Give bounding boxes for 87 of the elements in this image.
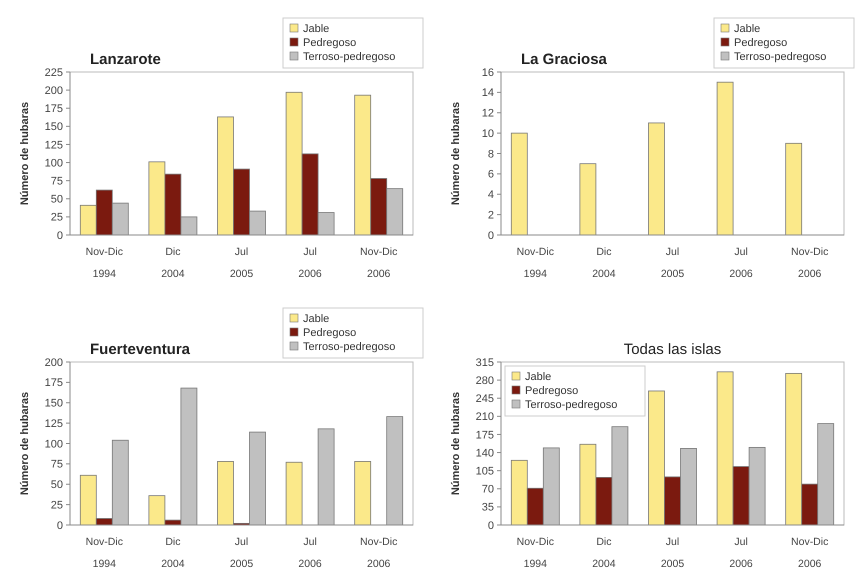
bar xyxy=(386,416,404,526)
y-tick-label: 6 xyxy=(488,168,494,181)
y-tick-label: 75 xyxy=(50,458,63,471)
y-tick-label: 16 xyxy=(482,66,494,79)
y-tick-label: 175 xyxy=(44,377,63,390)
y-axis-title: Número de hubaras xyxy=(450,392,462,496)
y-tick-label: 200 xyxy=(44,356,63,369)
legend-label: Jable xyxy=(734,22,760,35)
y-tick-label: 25 xyxy=(50,212,63,224)
x-tick-label: Nov-Dic 2006 xyxy=(360,536,398,570)
y-tick-label: 280 xyxy=(476,374,494,387)
y-tick-label: 200 xyxy=(44,84,63,97)
y-tick-label: 0 xyxy=(488,520,494,532)
x-tick-label: Nov-Dic 2006 xyxy=(791,246,828,280)
y-tick-label: 125 xyxy=(44,418,63,430)
x-tick-label: Dic 2004 xyxy=(592,536,616,570)
x-tick-label: Jul 2006 xyxy=(298,536,322,570)
x-tick-label: Jul 2006 xyxy=(298,246,322,280)
x-tick-label: Jul 2006 xyxy=(729,246,753,280)
legend-label: Pedregoso xyxy=(303,326,356,339)
y-tick-label: 0 xyxy=(488,230,494,242)
legend-label: Terroso-pedregoso xyxy=(525,398,618,411)
y-axis-title: Número de hubaras xyxy=(450,102,462,206)
x-tick-label: Dic 2004 xyxy=(161,536,185,570)
y-tick-label: 12 xyxy=(482,108,494,120)
chart-title: La Graciosa xyxy=(521,51,608,68)
y-axis-title: Número de hubaras xyxy=(19,102,31,206)
chart-title: Fuerteventura xyxy=(90,341,191,358)
bar xyxy=(785,142,802,236)
y-tick-label: 25 xyxy=(50,499,63,512)
y-tick-label: 245 xyxy=(476,393,494,406)
y-tick-label: 50 xyxy=(50,479,63,492)
y-tick-label: 0 xyxy=(56,230,63,242)
bar xyxy=(510,132,528,236)
legend-label: Jable xyxy=(525,370,552,383)
bar xyxy=(579,163,596,236)
y-tick-label: 0 xyxy=(56,520,63,532)
x-tick-label: Dic 2004 xyxy=(592,246,616,280)
y-tick-label: 100 xyxy=(44,157,63,170)
y-tick-label: 150 xyxy=(44,121,63,134)
y-tick-label: 100 xyxy=(44,438,63,450)
x-tick-label: Jul 2005 xyxy=(660,536,684,570)
legend-label: Terroso-pedregoso xyxy=(303,50,396,63)
y-axis-title: Número de hubaras xyxy=(19,392,31,496)
legend-label: Pedregoso xyxy=(734,36,788,49)
legend-label: Pedregoso xyxy=(303,36,356,49)
chart-title: Lanzarote xyxy=(90,51,161,68)
y-tick-label: 8 xyxy=(488,148,494,160)
y-tick-label: 75 xyxy=(50,176,63,188)
x-tick-label: Nov-Dic 1994 xyxy=(86,536,123,570)
y-tick-label: 2 xyxy=(488,209,494,222)
x-tick-label: Nov-Dic 2006 xyxy=(791,536,828,570)
x-tick-label: Dic 2004 xyxy=(161,246,185,280)
legend-label: Terroso-pedregoso xyxy=(734,50,826,63)
bar xyxy=(286,462,302,526)
y-tick-label: 210 xyxy=(476,411,494,424)
bar xyxy=(716,82,734,236)
y-tick-label: 35 xyxy=(482,502,494,514)
y-tick-label: 14 xyxy=(482,87,494,100)
legend-label: Jable xyxy=(303,312,330,325)
y-tick-label: 4 xyxy=(488,189,494,202)
x-tick-label: Jul 2005 xyxy=(230,246,254,280)
legend-label: Jable xyxy=(303,22,330,35)
y-tick-label: 225 xyxy=(44,66,63,79)
x-tick-label: Jul 2006 xyxy=(729,536,753,570)
y-tick-label: 150 xyxy=(44,398,63,410)
y-tick-label: 175 xyxy=(44,103,63,116)
y-tick-label: 140 xyxy=(476,447,494,460)
x-tick-label: Jul 2005 xyxy=(230,536,254,570)
y-tick-label: 70 xyxy=(482,484,494,496)
y-tick-label: 105 xyxy=(476,466,494,478)
x-tick-label: Nov-Dic 2006 xyxy=(360,246,398,280)
y-tick-label: 125 xyxy=(44,139,63,152)
y-tick-label: 175 xyxy=(476,429,494,442)
y-tick-label: 10 xyxy=(482,128,494,140)
x-tick-label: Nov-Dic 1994 xyxy=(516,536,554,570)
x-tick-label: Nov-Dic 1994 xyxy=(86,246,123,280)
legend-label: Terroso-pedregoso xyxy=(303,340,396,353)
y-tick-label: 50 xyxy=(50,194,63,206)
bar xyxy=(318,428,335,526)
chart-title: Todas las islas xyxy=(624,341,722,358)
legend-label: Pedregoso xyxy=(525,384,578,397)
y-tick-label: 315 xyxy=(476,356,494,369)
bar xyxy=(354,461,372,526)
x-tick-label: Jul 2005 xyxy=(660,246,684,280)
bar xyxy=(648,122,665,236)
x-tick-label: Nov-Dic 1994 xyxy=(516,246,554,280)
